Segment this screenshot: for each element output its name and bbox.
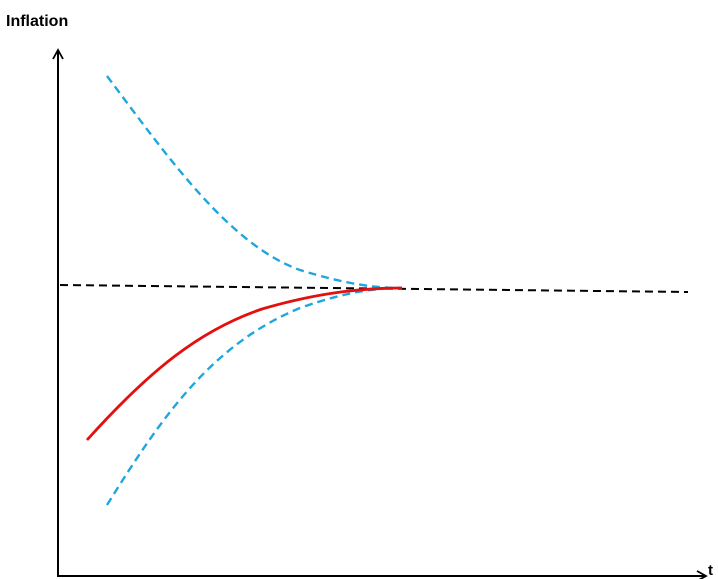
upper-band-dashed-curve [106,75,403,290]
lower-band-dashed-curve [105,286,403,506]
inflation-path-curve [85,286,403,441]
x-axis-label: t [708,562,713,579]
y-axis-label: Inflation [6,13,69,30]
